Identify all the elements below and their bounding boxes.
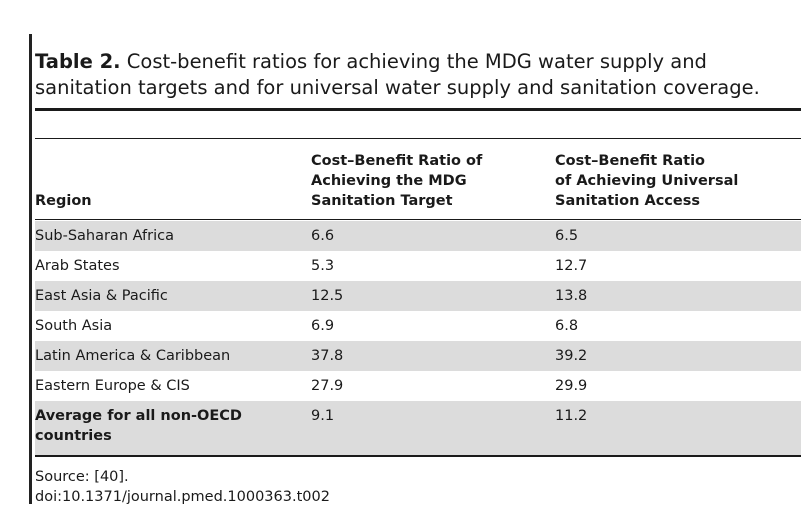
header-universal-line-1: Cost–Benefit Ratio: [555, 153, 705, 169]
cell-mdg-ratio: 27.9: [311, 378, 344, 394]
table-caption-label: Table 2.: [35, 50, 121, 73]
table-row: South Asia 6.9 6.8: [35, 311, 801, 341]
header-mdg-line-3: Sanitation Target: [311, 193, 453, 209]
table-row: Arab States 5.3 12.7: [35, 251, 801, 281]
header-mdg-ratio: Cost–Benefit Ratio of Achieving the MDG …: [311, 151, 482, 211]
cell-region: Arab States: [35, 258, 120, 274]
table-caption: Table 2. Cost-benefit ratios for achievi…: [35, 49, 805, 101]
cell-mdg-ratio: 6.9: [311, 318, 335, 334]
cell-region-average: Average for all non-OECD countries: [35, 408, 242, 444]
cell-mdg-ratio: 5.3: [311, 258, 335, 274]
table-doi: doi:10.1371/journal.pmed.1000363.t002: [35, 489, 330, 505]
header-region: Region: [35, 193, 92, 209]
left-margin-rule: [29, 34, 32, 504]
cell-mdg-ratio: 9.1: [311, 408, 335, 424]
cell-mdg-ratio: 6.6: [311, 228, 335, 244]
table-header-bottom-rule: [35, 219, 801, 220]
header-mdg-line-1: Cost–Benefit Ratio of: [311, 153, 483, 169]
header-universal-line-3: Sanitation Access: [555, 193, 700, 209]
cell-universal-ratio: 12.7: [555, 258, 588, 274]
cell-region: Eastern Europe & CIS: [35, 378, 190, 394]
table-top-rule: [35, 108, 801, 111]
cell-universal-ratio: 6.5: [555, 228, 579, 244]
header-universal-ratio: Cost–Benefit Ratio of Achieving Universa…: [555, 151, 738, 211]
table-row: Eastern Europe & CIS 27.9 29.9: [35, 371, 801, 401]
cell-mdg-ratio: 37.8: [311, 348, 344, 364]
table-row: East Asia & Pacific 12.5 13.8: [35, 281, 801, 311]
table-row: Sub-Saharan Africa 6.6 6.5: [35, 221, 801, 251]
cell-region: Sub-Saharan Africa: [35, 228, 174, 244]
table-row-average: Average for all non-OECD countries 9.1 1…: [35, 401, 801, 455]
cell-universal-ratio: 11.2: [555, 408, 588, 424]
cell-universal-ratio: 39.2: [555, 348, 588, 364]
cell-region: South Asia: [35, 318, 113, 334]
cell-region: Latin America & Caribbean: [35, 348, 231, 364]
table-bottom-rule: [35, 455, 801, 457]
table-caption-text: Cost-benefit ratios for achieving the MD…: [35, 50, 760, 99]
header-universal-line-2: of Achieving Universal: [555, 173, 739, 189]
cell-region: East Asia & Pacific: [35, 288, 168, 304]
table-header-top-rule: [35, 138, 801, 139]
table-source-note: Source: [40].: [35, 469, 129, 485]
cell-universal-ratio: 6.8: [555, 318, 579, 334]
table-row: Latin America & Caribbean 37.8 39.2: [35, 341, 801, 371]
cell-mdg-ratio: 12.5: [311, 288, 344, 304]
cell-universal-ratio: 29.9: [555, 378, 588, 394]
header-mdg-line-2: Achieving the MDG: [311, 173, 467, 189]
cell-universal-ratio: 13.8: [555, 288, 588, 304]
